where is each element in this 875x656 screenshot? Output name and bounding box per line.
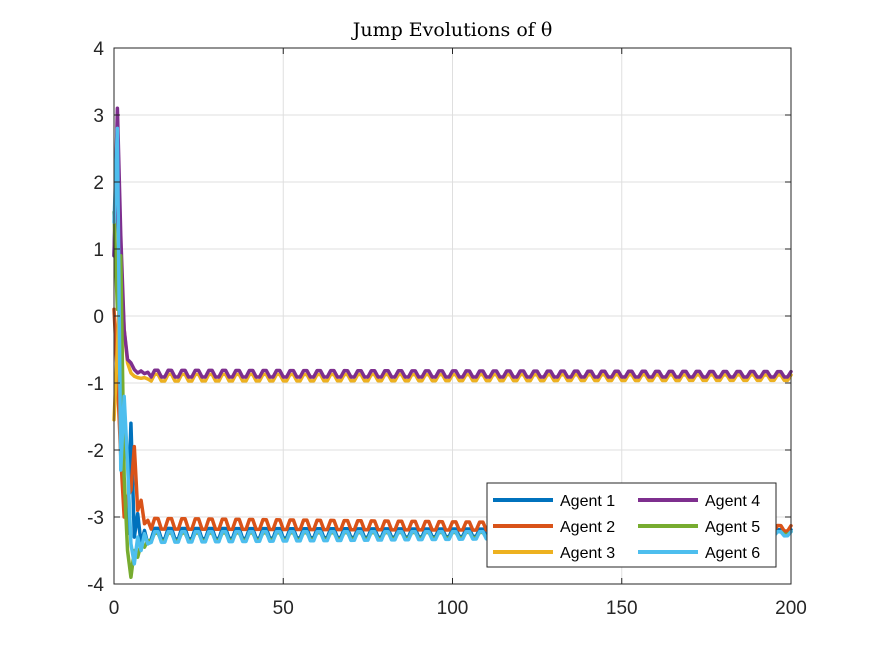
y-tick-label: 4 — [93, 39, 104, 60]
y-tick-label: -2 — [87, 441, 104, 462]
x-tick-label: 150 — [606, 598, 638, 619]
series-line-agent-3 — [112, 257, 793, 422]
axis-ticks — [113, 47, 792, 585]
x-tick-label: 200 — [775, 598, 807, 619]
x-tick-label: 0 — [109, 598, 120, 619]
y-tick-label: -4 — [87, 575, 104, 596]
chart-title: Jump Evolutions of θ — [351, 19, 553, 41]
legend-label: Agent 2 — [560, 519, 615, 536]
legend-label: Agent 6 — [705, 545, 760, 562]
x-tick-label: 100 — [437, 598, 469, 619]
legend: Agent 1 Agent 2 Agent 3 Agent 4 Agent 5 Agent… — [486, 482, 777, 568]
y-tick-label: -3 — [87, 508, 104, 529]
series-line-agent-4 — [112, 106, 793, 379]
y-tick-label: 2 — [93, 173, 104, 194]
x-axis-tick-labels: 0 50 100 150 200 — [109, 598, 807, 619]
x-tick-label: 50 — [273, 598, 294, 619]
legend-label: Agent 1 — [560, 493, 615, 510]
legend-label: Agent 3 — [560, 545, 615, 562]
legend-label: Agent 5 — [705, 519, 760, 536]
y-axis-tick-labels: -4 -3 -2 -1 0 1 2 3 4 — [87, 39, 104, 596]
y-tick-label: 0 — [93, 307, 104, 328]
y-tick-label: 3 — [93, 106, 104, 127]
y-tick-label: -1 — [87, 374, 104, 395]
y-tick-label: 1 — [93, 240, 104, 261]
legend-label: Agent 4 — [705, 493, 760, 510]
